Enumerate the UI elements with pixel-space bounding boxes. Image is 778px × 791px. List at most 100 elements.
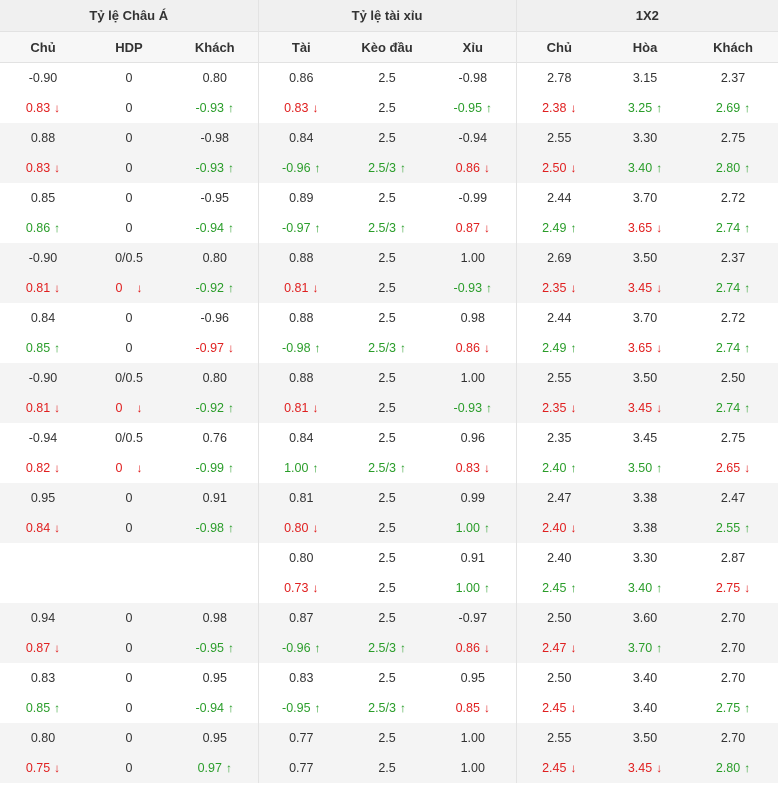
- cell-home: -0.90: [0, 243, 86, 273]
- cell-home: 0.82 ↓: [0, 453, 86, 483]
- odds-value: 2.38: [542, 101, 567, 115]
- odds-value: 3.70: [632, 311, 658, 325]
- cell-hdp: 0: [86, 183, 172, 213]
- cell-draw: 3.38: [602, 483, 689, 513]
- cell-1x2-home: 2.55: [516, 723, 603, 753]
- cell-1x2-home: 2.78: [516, 63, 602, 94]
- arrow-up-icon: ↑: [399, 341, 406, 355]
- cell-home: 0.81 ↓: [0, 393, 86, 423]
- arrow-up-icon: ↑: [314, 341, 321, 355]
- odds-value: 0: [125, 611, 133, 625]
- odds-row: 0.87 ↓ 0 -0.95 ↑ -0.96 ↑ 2.5/3 ↑ 0.86 ↓ 2.47 ↓ 3.70 ↑ 2…: [0, 633, 778, 663]
- cell-home: 0.85 ↑: [0, 333, 86, 363]
- odds-value: 0: [115, 281, 123, 295]
- odds-value: 3.50: [632, 731, 658, 745]
- odds-value: 0: [125, 701, 133, 715]
- odds-value: -0.98: [195, 521, 225, 535]
- odds-value: 0.80: [284, 521, 309, 535]
- arrow-up-icon: ↑: [228, 221, 235, 235]
- arrow-down-icon: ↓: [656, 761, 663, 775]
- arrow-up-icon: ↑: [744, 401, 751, 415]
- arrow-down-icon: ↓: [136, 461, 143, 475]
- odds-value: 0.76: [202, 431, 227, 445]
- odds-value: 2.55: [715, 521, 741, 535]
- odds-value: 0.85: [30, 191, 56, 205]
- cell-1x2-away: 2.65 ↓: [688, 453, 778, 483]
- arrow-down-icon: ↓: [744, 461, 751, 475]
- odds-value: 3.65: [627, 341, 653, 355]
- arrow-down-icon: ↓: [54, 461, 61, 475]
- odds-value: 2.5: [378, 101, 396, 115]
- odds-value: 2.5: [378, 521, 396, 535]
- cell-under: 0.86 ↓: [430, 633, 517, 663]
- odds-value: 3.40: [632, 701, 658, 715]
- cell-under: 1.00: [430, 753, 517, 783]
- odds-value: 3.60: [632, 611, 658, 625]
- odds-value: 0.99: [460, 491, 485, 505]
- cell-1x2-home: 2.47: [516, 483, 603, 513]
- cell-under: 1.00: [430, 243, 517, 273]
- cell-over: -0.98 ↑: [258, 333, 344, 363]
- cell-initial-line: 2.5: [344, 93, 430, 123]
- arrow-up-icon: ↑: [656, 641, 663, 655]
- odds-value: 3.45: [627, 761, 653, 775]
- arrow-down-icon: ↓: [656, 401, 663, 415]
- cell-away: 0.95: [172, 663, 259, 693]
- odds-value: 0.73: [284, 581, 309, 595]
- odds-row: 0.84 0 -0.96 0.88 2.5 0.98 2.44 3.70 2.72: [0, 303, 778, 333]
- arrow-down-icon: ↓: [570, 761, 577, 775]
- cell-away: -0.94 ↑: [172, 693, 259, 723]
- arrow-up-icon: ↑: [228, 281, 235, 295]
- cell-hdp: 0: [86, 753, 172, 783]
- cell-away: -0.93 ↑: [172, 153, 259, 183]
- cell-under: -0.95 ↑: [430, 93, 517, 123]
- odds-value: 2.40: [542, 461, 567, 475]
- cell-hdp: 0: [86, 93, 172, 123]
- odds-value: -0.94: [195, 701, 225, 715]
- arrow-down-icon: ↓: [483, 341, 490, 355]
- cell-home: -0.90: [0, 363, 86, 393]
- cell-hdp: 0: [86, 63, 172, 94]
- col-header-under: Xỉu: [430, 31, 517, 63]
- cell-away: -0.93 ↑: [172, 93, 259, 123]
- cell-away: [172, 543, 259, 573]
- cell-hdp: 0: [86, 303, 172, 333]
- odds-value: 0.83: [25, 101, 51, 115]
- odds-value: 3.50: [627, 461, 653, 475]
- odds-value: 0.97: [197, 761, 222, 775]
- odds-value: 0.98: [460, 311, 485, 325]
- arrow-up-icon: ↑: [314, 701, 321, 715]
- odds-value: 2.5: [378, 131, 396, 145]
- odds-row: 0.82 ↓ 0 ↓ -0.99 ↑ 1.00 ↑ 2.5/3 ↑ 0.83 ↓ 2.40 ↑ 3.50 ↑ 2…: [0, 453, 778, 483]
- arrow-up-icon: ↑: [228, 101, 235, 115]
- cell-1x2-home: 2.45 ↓: [516, 753, 603, 783]
- arrow-down-icon: ↓: [570, 281, 577, 295]
- cell-hdp: 0/0.5: [86, 243, 172, 273]
- odds-row: 0.83 ↓ 0 -0.93 ↑ -0.96 ↑ 2.5/3 ↑ 0.86 ↓ 2.50 ↓ 3.40 ↑ 2…: [0, 153, 778, 183]
- odds-row: -0.94 0/0.5 0.76 0.84 2.5 0.96 2.35 3.45 2.75: [0, 423, 778, 453]
- cell-hdp: 0 ↓: [86, 453, 172, 483]
- odds-value: -0.98: [282, 341, 311, 355]
- odds-value: -0.96: [200, 311, 230, 325]
- cell-initial-line: 2.5: [344, 303, 430, 333]
- cell-hdp: [86, 543, 172, 573]
- arrow-down-icon: ↓: [136, 281, 143, 295]
- cell-1x2-home: 2.55: [516, 363, 603, 393]
- cell-over: -0.97 ↑: [258, 213, 344, 243]
- odds-value: 2.35: [547, 431, 572, 445]
- cell-1x2-away: 2.87: [688, 543, 778, 573]
- cell-away: -0.92 ↑: [172, 393, 259, 423]
- odds-value: 0.94: [30, 611, 56, 625]
- arrow-up-icon: ↑: [486, 281, 493, 295]
- cell-1x2-away: 2.80 ↑: [688, 753, 778, 783]
- odds-value: 2.78: [547, 71, 572, 85]
- arrow-up-icon: ↑: [570, 581, 577, 595]
- arrow-up-icon: ↑: [656, 581, 663, 595]
- odds-value: 2.55: [547, 731, 572, 745]
- cell-1x2-home: 2.40: [516, 543, 602, 573]
- arrow-up-icon: ↑: [228, 641, 235, 655]
- cell-draw: 3.70: [602, 183, 688, 213]
- arrow-up-icon: ↑: [228, 701, 235, 715]
- cell-hdp: 0 ↓: [86, 273, 172, 303]
- odds-value: 0.84: [30, 311, 56, 325]
